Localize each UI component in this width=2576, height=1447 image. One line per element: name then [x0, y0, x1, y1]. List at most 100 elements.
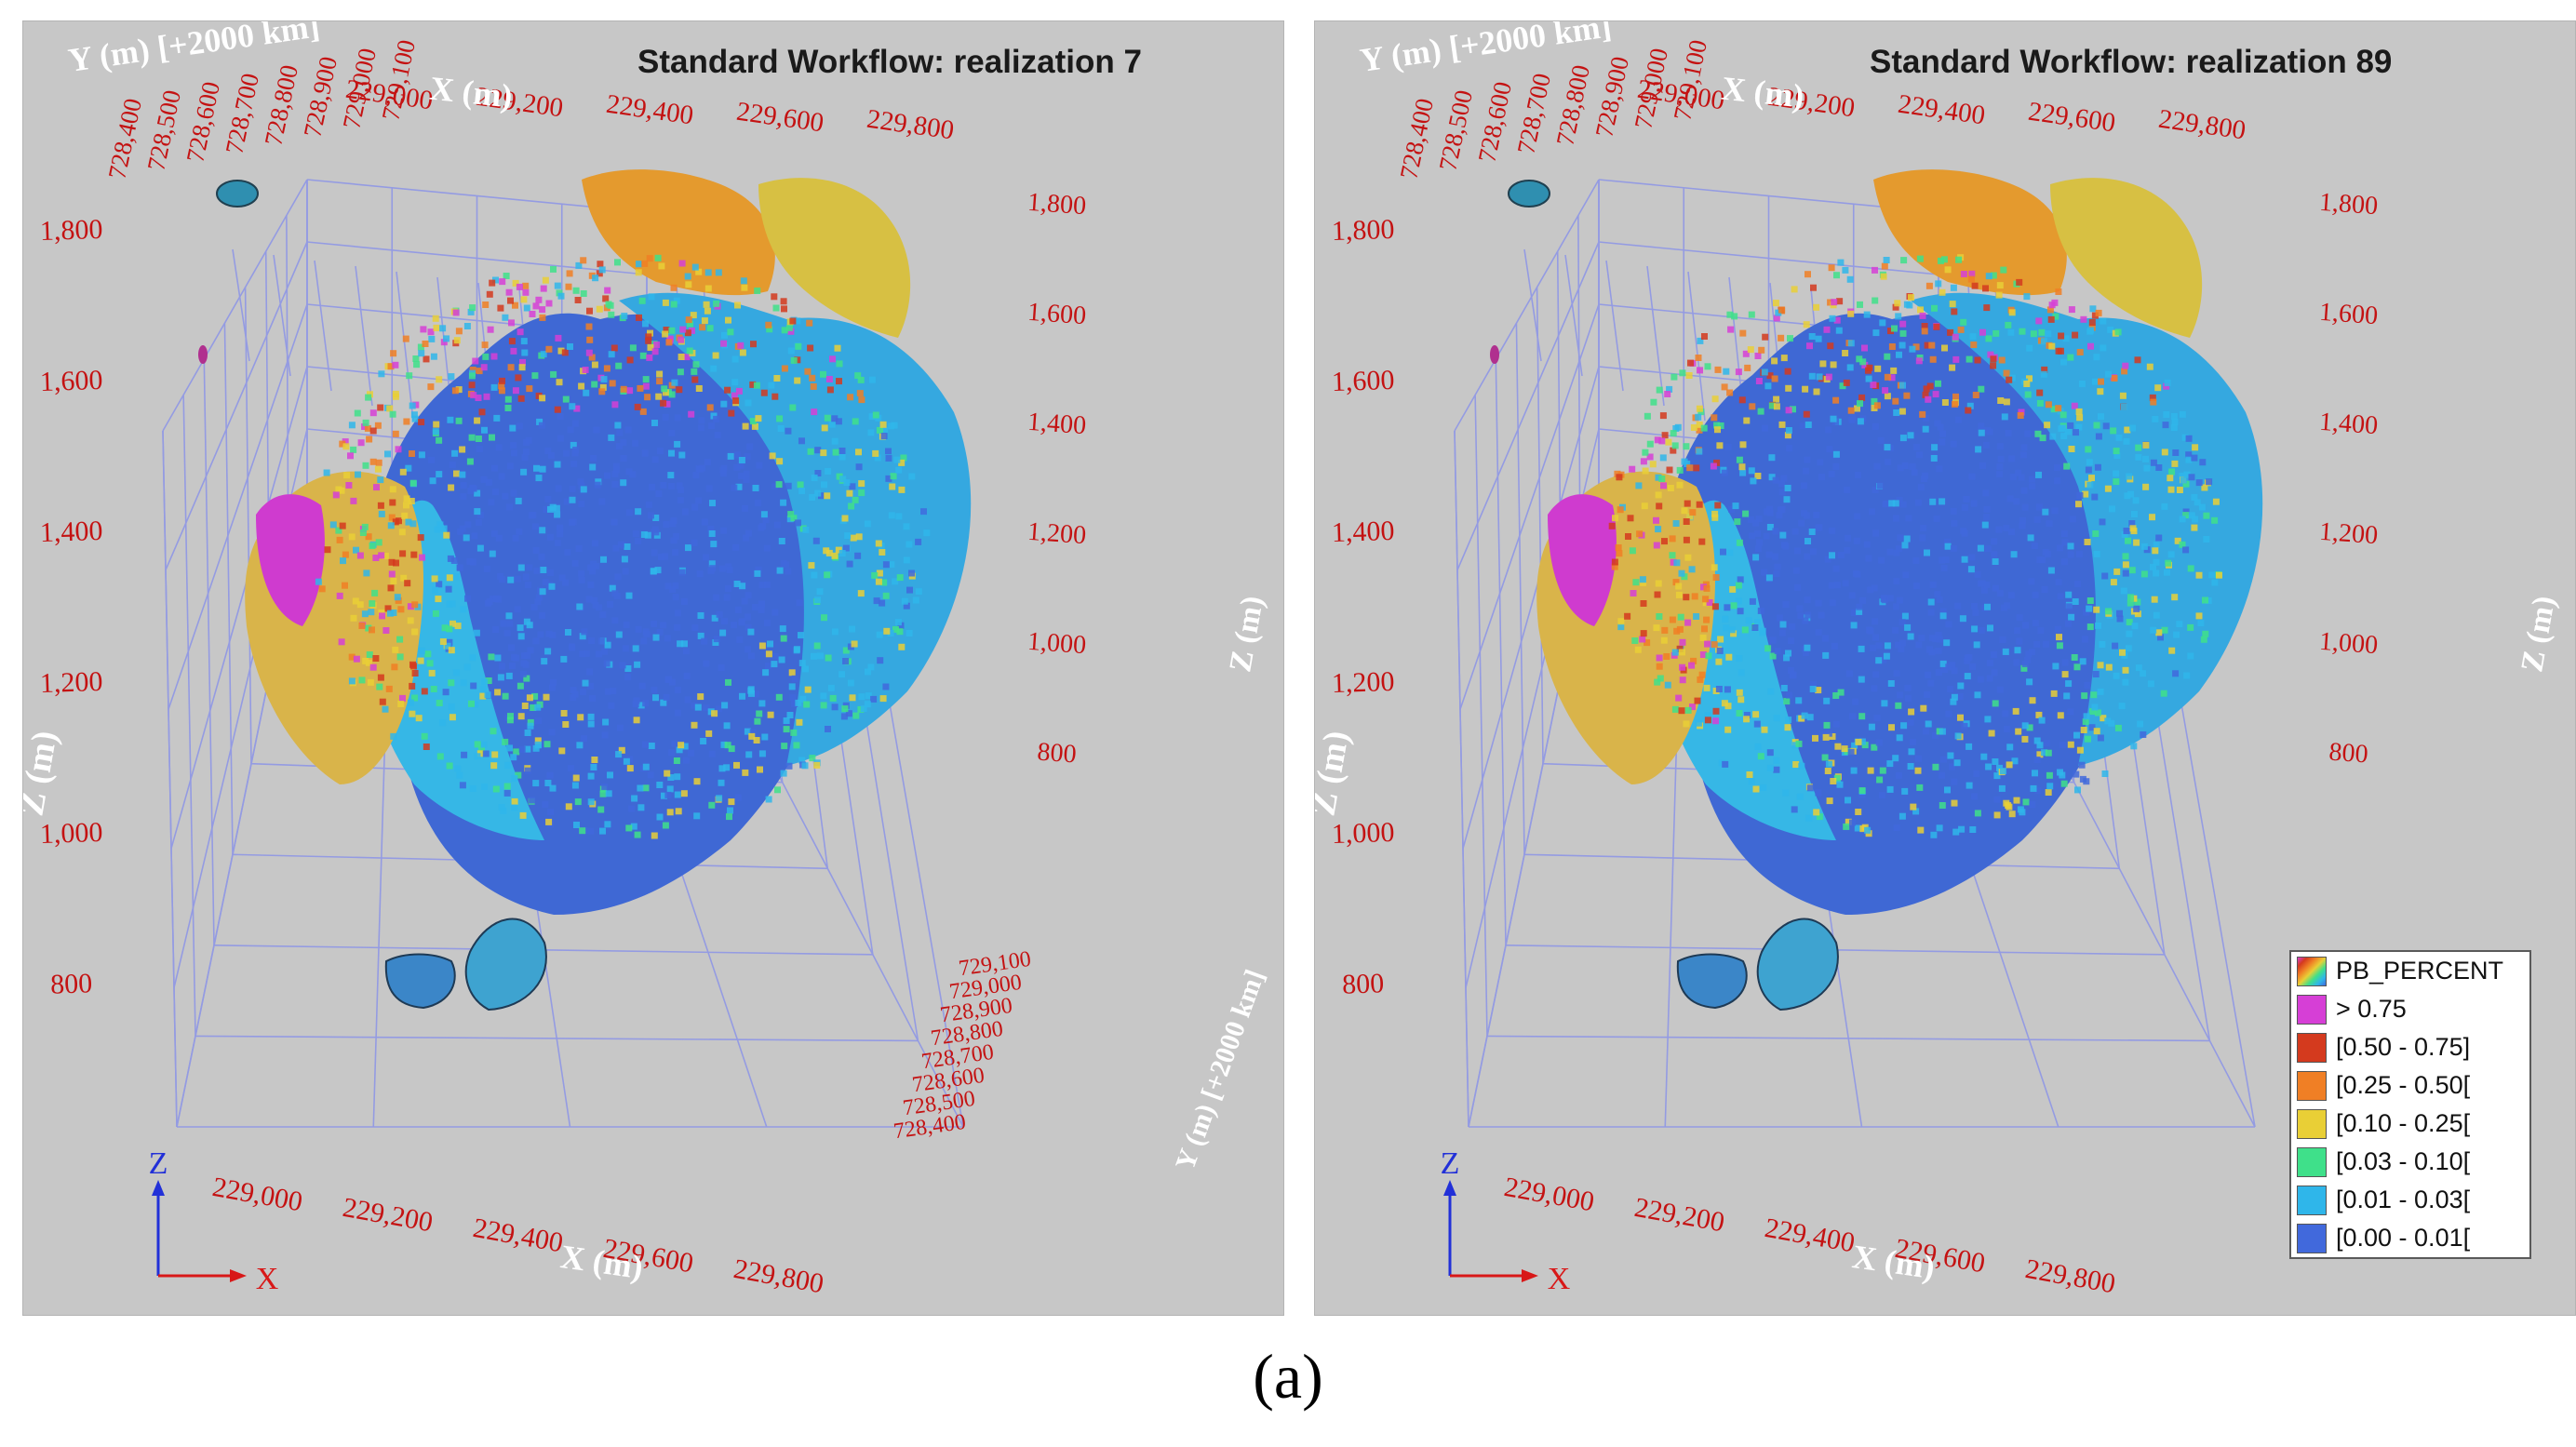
z-tick-left: 1,000 — [39, 817, 103, 850]
legend-label: > 0.75 — [2336, 995, 2407, 1023]
x-axis-label-top: X (m) — [428, 70, 515, 115]
z-tick-right: 1,200 — [1026, 517, 1087, 550]
x-tick-top: 229,800 — [865, 104, 956, 146]
panel-realization-89: 728,400 728,500 728,600 728,700 728,800 728,9… — [1314, 20, 2576, 1316]
x-tick-top: 229,400 — [604, 89, 695, 131]
y-tick-top: 728,400 — [1394, 96, 1439, 181]
z-axis-label-left: Z (m) — [23, 728, 65, 819]
x-tick-top: 229,600 — [2026, 97, 2117, 139]
legend-item: [0.01 - 0.03[ — [2291, 1181, 2529, 1219]
ore-top-cluster — [1873, 169, 2067, 296]
z-tick-left: 800 — [50, 968, 93, 1000]
legend-swatch — [2297, 1223, 2327, 1253]
x-tick-bottom: 229,800 — [2023, 1253, 2118, 1299]
x-tick-bottom: 229,200 — [1632, 1192, 1727, 1238]
legend: PB_PERCENT > 0.75 [0.50 - 0.75] [0.25 - 0.… — [2289, 950, 2531, 1259]
ore-satellite — [198, 345, 208, 364]
triad-z-label: Z — [149, 1146, 168, 1181]
z-arrow-head — [1443, 1180, 1456, 1196]
x-arrow-head — [230, 1269, 247, 1282]
x-tick-bottom: 229,200 — [341, 1192, 436, 1238]
z-tick-right: 1,600 — [2318, 298, 2379, 330]
y-tick-top: 728,800 — [1550, 62, 1595, 148]
rainbow-icon — [2297, 956, 2327, 986]
legend-swatch — [2297, 1146, 2327, 1177]
ore-high-grade — [256, 494, 325, 626]
ore-satellite — [1676, 953, 1748, 1010]
z-tick-right: 800 — [1037, 738, 1078, 770]
y-tick-top: 728,900 — [1590, 54, 1634, 140]
legend-label: [0.03 - 0.10[ — [2336, 1147, 2471, 1175]
ore-lobe-right — [619, 292, 972, 766]
ore-body-model — [1490, 169, 2263, 1012]
z-axis-label-right: Z (m) — [1223, 594, 1270, 675]
z-tick-right: 1,600 — [1026, 298, 1087, 330]
z-axis-label-left: Z (m) — [1315, 728, 1357, 819]
triad-z-label: Z — [1441, 1146, 1460, 1181]
ore-satellite — [1490, 345, 1499, 364]
y-tick-top: 728,500 — [1433, 87, 1478, 173]
legend-item: > 0.75 — [2291, 990, 2529, 1028]
x-tick-bottom: 229,400 — [471, 1213, 566, 1258]
ore-top-cluster-2 — [758, 178, 911, 338]
legend-label: [0.10 - 0.25[ — [2336, 1109, 2471, 1137]
ore-satellite — [1756, 918, 1839, 1012]
legend-swatch — [2297, 1032, 2327, 1063]
y-tick-top: 728,500 — [141, 87, 186, 173]
z-tick-right: 1,000 — [2318, 627, 2379, 660]
x-axis-label-top: X (m) — [1720, 70, 1806, 115]
z-tick-left: 1,800 — [39, 214, 103, 247]
y-tick-top: 728,400 — [102, 96, 147, 181]
legend-label: [0.00 - 0.01[ — [2336, 1224, 2471, 1252]
z-tick-left: 1,600 — [39, 365, 103, 397]
y-tick-top: 728,900 — [298, 54, 342, 140]
z-tick-left: 1,800 — [1331, 214, 1395, 247]
z-tick-right: 1,800 — [1026, 188, 1087, 221]
z-tick-left: 1,000 — [1331, 817, 1395, 850]
x-tick-top: 229,600 — [734, 97, 825, 139]
panel-title: Standard Workflow: realization 89 — [1870, 44, 2393, 80]
ore-body-model — [198, 169, 972, 1012]
ore-top-cluster-2 — [2050, 178, 2203, 338]
ore-high-grade — [1548, 494, 1617, 626]
ore-satellite — [1508, 180, 1550, 208]
ore-top-cluster — [582, 169, 775, 296]
x-tick-top: 229,400 — [1896, 89, 1987, 131]
y-tick-top: 728,700 — [220, 71, 264, 156]
orientation-triad: ZX — [1441, 1146, 1571, 1296]
legend-item: [0.25 - 0.50[ — [2291, 1066, 2529, 1105]
z-arrow-head — [152, 1180, 165, 1196]
y-tick-top: 728,800 — [259, 62, 303, 148]
z-tick-left: 800 — [1342, 968, 1385, 1000]
ore-satellite — [384, 953, 456, 1010]
panel-title: Standard Workflow: realization 7 — [637, 44, 1142, 80]
z-tick-left: 1,600 — [1331, 365, 1395, 397]
legend-title: PB_PERCENT — [2336, 957, 2504, 985]
legend-item: [0.00 - 0.01[ — [2291, 1219, 2529, 1257]
orientation-triad: ZX — [149, 1146, 279, 1296]
figure-caption: (a) — [1253, 1341, 1323, 1412]
triad-x-label: X — [256, 1262, 279, 1296]
triad-x-label: X — [1548, 1262, 1571, 1296]
z-tick-right: 1,800 — [2318, 188, 2379, 221]
legend-swatch — [2297, 1185, 2327, 1215]
legend-item: [0.03 - 0.10[ — [2291, 1143, 2529, 1181]
legend-swatch — [2297, 1070, 2327, 1101]
x-tick-bottom: 229,000 — [210, 1172, 305, 1217]
legend-item: [0.50 - 0.75] — [2291, 1028, 2529, 1066]
y-tick-top: 728,600 — [181, 79, 225, 165]
legend-label: [0.25 - 0.50[ — [2336, 1071, 2471, 1099]
viewport-3d[interactable]: 728,400728,500728,600728,700728,800728,9… — [23, 21, 1283, 1315]
legend-swatch — [2297, 1108, 2327, 1139]
z-tick-left: 1,200 — [39, 666, 103, 699]
z-tick-right: 1,400 — [2318, 408, 2379, 440]
legend-label: [0.50 - 0.75] — [2336, 1033, 2471, 1061]
y-axis-label-right: Y (m) [+2000 km] — [1170, 966, 1271, 1174]
viewport-3d[interactable]: 728,400728,500728,600728,700728,800728,9… — [1315, 21, 2575, 1315]
x-tick-top: 229,800 — [2156, 104, 2247, 146]
legend-title-row: PB_PERCENT — [2291, 952, 2529, 990]
legend-label: [0.01 - 0.03[ — [2336, 1186, 2471, 1213]
z-tick-right: 1,000 — [1026, 627, 1087, 660]
x-tick-bottom: 229,800 — [731, 1253, 826, 1299]
z-tick-right: 1,400 — [1026, 408, 1087, 440]
